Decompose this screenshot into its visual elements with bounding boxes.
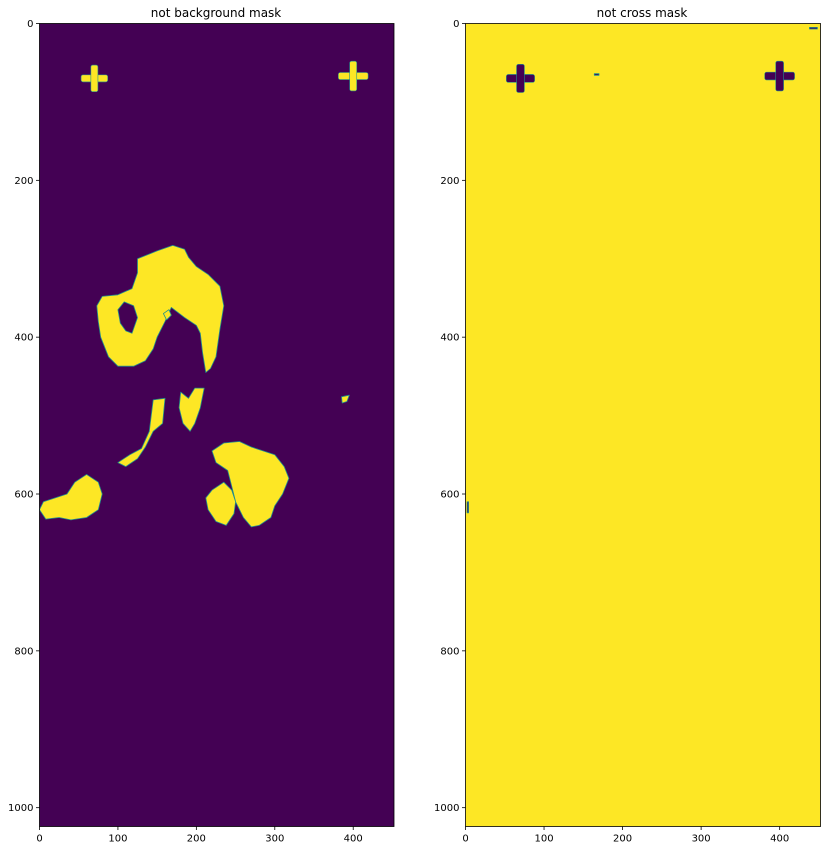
panel-not-cross-mask: not cross mask 0 100 200 300 400 0 200 400 600 8…: [434, 6, 821, 845]
panel-title: not cross mask: [597, 6, 688, 20]
heatmap-image: [39, 23, 394, 827]
mask-region: [96, 244, 225, 373]
mask-region: [466, 501, 470, 514]
x-axis-ticks: 0 100 200 300 400: [36, 826, 363, 845]
x-tick-label: 200: [187, 834, 206, 845]
panel-title: not background mask: [151, 6, 282, 20]
mask-region: [341, 394, 350, 404]
y-tick-label: 400: [440, 333, 459, 344]
x-tick-label: 300: [692, 834, 711, 845]
x-tick-label: 300: [265, 834, 284, 845]
mask-background: [39, 23, 394, 827]
y-tick-label: 1000: [434, 803, 459, 814]
y-axis-ticks: 0 200 400 600 800 1000: [8, 19, 40, 814]
panel-not-background-mask: not background mask 0 100 200 300 400 0 200 40…: [8, 6, 395, 845]
y-tick-label: 200: [14, 176, 33, 187]
mask-region: [39, 473, 103, 521]
mask-region: [117, 301, 138, 334]
heatmap-image: [465, 23, 821, 827]
y-tick-label: 1000: [8, 803, 33, 814]
mask-region: [178, 387, 205, 432]
cross-marker: [506, 63, 535, 93]
mask-region: [162, 309, 172, 321]
mask-region: [117, 397, 166, 468]
y-tick-label: 600: [440, 490, 459, 501]
cross-marker: [338, 60, 369, 92]
y-tick-label: 0: [453, 19, 459, 30]
mask-region: [211, 441, 290, 528]
x-tick-label: 400: [770, 834, 789, 845]
cross-marker: [80, 64, 109, 93]
mask-region: [205, 481, 237, 526]
x-axis-ticks: 0 100 200 300 400: [462, 826, 789, 845]
y-tick-label: 800: [14, 646, 33, 657]
mask-region: [809, 26, 818, 30]
x-tick-label: 0: [36, 834, 42, 845]
x-tick-label: 100: [534, 834, 553, 845]
y-axis-ticks: 0 200 400 600 800 1000: [434, 19, 466, 814]
mask-background: [465, 23, 821, 827]
x-tick-label: 100: [108, 834, 127, 845]
y-tick-label: 600: [14, 490, 33, 501]
axes-frame: [465, 23, 821, 827]
cross-marker: [764, 60, 795, 92]
axes-frame: [39, 23, 395, 827]
mask-region: [593, 73, 600, 76]
x-tick-label: 400: [344, 834, 363, 845]
y-tick-label: 800: [440, 646, 459, 657]
x-tick-label: 200: [613, 834, 632, 845]
y-tick-label: 0: [27, 19, 33, 30]
x-tick-label: 0: [462, 834, 468, 845]
y-tick-label: 200: [440, 176, 459, 187]
y-tick-label: 400: [14, 333, 33, 344]
